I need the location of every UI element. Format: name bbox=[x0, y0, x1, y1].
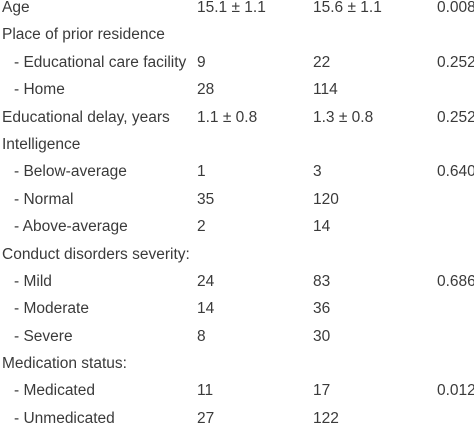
row-label: - Educational care facility bbox=[14, 53, 187, 71]
group-a-value: 24 bbox=[197, 272, 215, 290]
row-label: Place of prior residence bbox=[2, 26, 165, 44]
group-a-value: 1.1 ± 0.8 bbox=[197, 108, 258, 126]
row-label: Medication status: bbox=[2, 355, 127, 373]
row-label: - Home bbox=[14, 81, 65, 99]
table-row: - Moderate 14 36 bbox=[0, 295, 474, 322]
table-row: - Below-average 1 3 0.640 bbox=[0, 158, 474, 185]
row-label: Age bbox=[2, 0, 30, 16]
group-b-value: 36 bbox=[313, 300, 331, 318]
table-row: - Normal 35 120 bbox=[0, 186, 474, 213]
p-value: 0.252 bbox=[437, 108, 474, 126]
row-label: - Mild bbox=[14, 272, 52, 290]
table-row: Conduct disorders severity: bbox=[0, 241, 474, 268]
table-row: Intelligence bbox=[0, 131, 474, 158]
table-row: - Unmedicated 27 122 bbox=[0, 405, 474, 432]
group-b-value: 17 bbox=[313, 382, 331, 400]
row-label: Intelligence bbox=[2, 135, 81, 153]
group-a-value: 1 bbox=[197, 163, 206, 181]
group-a-value: 14 bbox=[197, 300, 215, 318]
group-b-value: 14 bbox=[313, 218, 331, 236]
row-label: - Unmedicated bbox=[14, 409, 115, 427]
table-row: - Mild 24 83 0.686 bbox=[0, 268, 474, 295]
row-label: - Moderate bbox=[14, 300, 89, 318]
p-value: 0.640 bbox=[437, 163, 474, 181]
group-b-value: 83 bbox=[313, 272, 331, 290]
row-label: - Below-average bbox=[14, 163, 127, 181]
group-a-value: 11 bbox=[197, 382, 214, 400]
group-a-value: 2 bbox=[197, 218, 206, 236]
row-label: - Normal bbox=[14, 190, 74, 208]
p-value: 0.252 bbox=[437, 53, 474, 71]
row-label: Conduct disorders severity: bbox=[2, 245, 190, 263]
group-a-value: 27 bbox=[197, 409, 215, 427]
table-row: - Medicated 11 17 0.012 bbox=[0, 377, 474, 404]
group-a-value: 28 bbox=[197, 81, 215, 99]
p-value: 0.012 bbox=[437, 382, 474, 400]
group-b-value: 3 bbox=[313, 163, 322, 181]
group-b-value: 114 bbox=[313, 81, 338, 99]
group-b-value: 22 bbox=[313, 53, 331, 71]
row-label: - Severe bbox=[14, 327, 73, 345]
table-row: - Home 28 114 bbox=[0, 76, 474, 103]
p-value: 0.008 bbox=[437, 0, 474, 16]
group-a-value: 8 bbox=[197, 327, 206, 345]
group-b-value: 30 bbox=[313, 327, 331, 345]
p-value: 0.686 bbox=[437, 272, 474, 290]
group-b-value: 122 bbox=[313, 409, 339, 427]
group-b-value: 120 bbox=[313, 190, 339, 208]
group-b-value: 15.6 ± 1.1 bbox=[313, 0, 382, 16]
table-row: Age 15.1 ± 1.1 15.6 ± 1.1 0.008 bbox=[0, 0, 474, 21]
table-row: Medication status: bbox=[0, 350, 474, 377]
group-a-value: 15.1 ± 1.1 bbox=[197, 0, 266, 16]
row-label: Educational delay, years bbox=[2, 108, 170, 126]
table-row: Educational delay, years 1.1 ± 0.8 1.3 ±… bbox=[0, 104, 474, 131]
group-a-value: 35 bbox=[197, 190, 215, 208]
table-row: Place of prior residence bbox=[0, 21, 474, 48]
table-row: - Above-average 2 14 bbox=[0, 213, 474, 240]
group-b-value: 1.3 ± 0.8 bbox=[313, 108, 374, 126]
row-label: - Above-average bbox=[14, 218, 128, 236]
group-a-value: 9 bbox=[197, 53, 206, 71]
table-row: - Severe 8 30 bbox=[0, 323, 474, 350]
row-label: - Medicated bbox=[14, 382, 95, 400]
table-row: - Educational care facility 9 22 0.252 bbox=[0, 49, 474, 76]
